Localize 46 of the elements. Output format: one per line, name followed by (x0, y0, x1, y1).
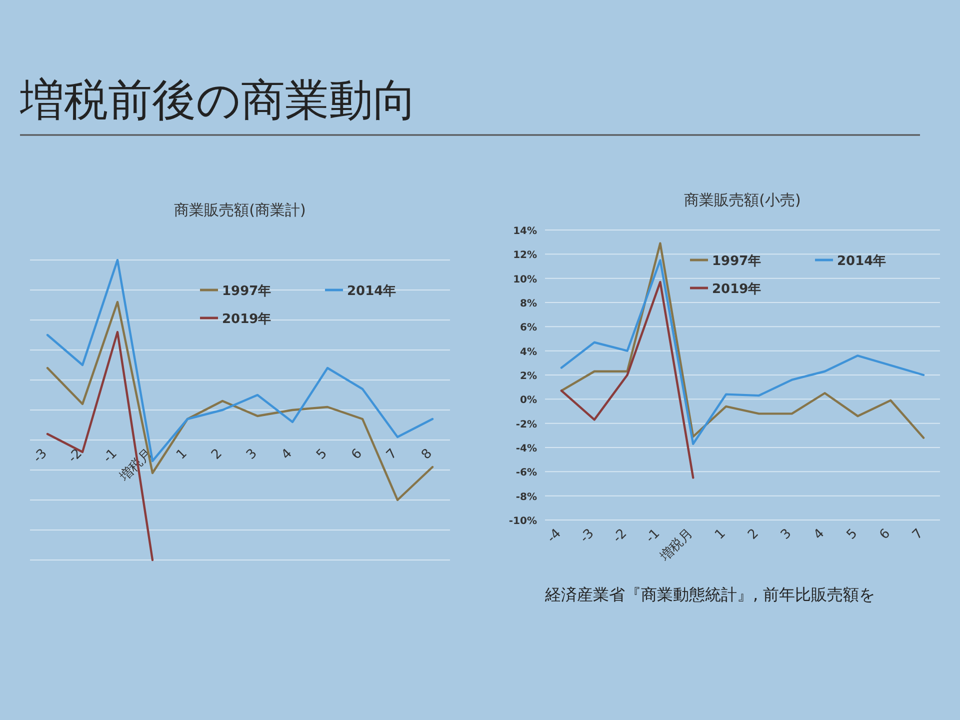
y-tick-label: 12% (513, 250, 537, 262)
legend-label: 1997年 (222, 284, 272, 299)
x-tick-label: 1 (712, 526, 729, 543)
y-tick-label: 8% (520, 298, 537, 310)
y-tick-label: 6% (520, 322, 537, 334)
x-tick-label: -3 (30, 446, 50, 466)
x-tick-label: 4 (278, 446, 296, 463)
x-tick-label: 7 (910, 526, 926, 543)
x-tick-label: 2 (745, 526, 762, 543)
y-tick-label: 10% (513, 274, 537, 286)
x-tick-label: -3 (577, 526, 598, 546)
y-tick-label: -6% (516, 468, 537, 479)
x-tick-label: 3 (244, 446, 260, 463)
y-tick-label: -4% (516, 444, 537, 454)
legend-label: 2019年 (222, 312, 272, 327)
y-tick-label: -2% (516, 419, 537, 430)
text: 増税前後の商業動向 (19, 75, 417, 126)
x-tick-label: 2 (208, 446, 226, 463)
chart-title: 商業販売額(商業計) (174, 201, 306, 219)
x-tick-label: 1 (174, 446, 190, 463)
x-tick-label: 6 (876, 526, 894, 543)
x-tick-label: -2 (610, 526, 630, 546)
y-tick-label: 14% (513, 226, 537, 237)
line-series (560, 280, 694, 479)
legend-label: 2019年 (712, 282, 762, 297)
legend-label: 1997年 (712, 254, 762, 269)
legend-label: 2014年 (347, 284, 396, 299)
x-tick-label: 8 (418, 446, 436, 463)
x-tick-label: 6 (348, 446, 366, 463)
x-tick-label: 5 (314, 446, 330, 463)
x-tick-label: 3 (778, 526, 795, 543)
x-tick-label: 5 (844, 526, 861, 543)
y-tick-label: -8% (516, 492, 537, 503)
text: 経済産業省『商業動態統計』, 前年比販売額を (544, 585, 876, 604)
y-tick-label: -10% (508, 516, 537, 527)
x-tick-label: -4 (544, 526, 564, 546)
x-tick-label: -1 (643, 526, 664, 546)
chart-title: 商業販売額(小売) (684, 191, 801, 209)
x-tick-label: -1 (100, 446, 120, 466)
legend-label: 2014年 (837, 254, 886, 269)
y-tick-label: 2% (520, 371, 537, 382)
x-tick-label: 7 (384, 446, 400, 463)
x-tick-label: 4 (811, 526, 828, 543)
y-tick-label: 4% (520, 346, 537, 358)
y-tick-label: 0% (520, 395, 537, 406)
x-tick-label: -2 (66, 446, 86, 466)
